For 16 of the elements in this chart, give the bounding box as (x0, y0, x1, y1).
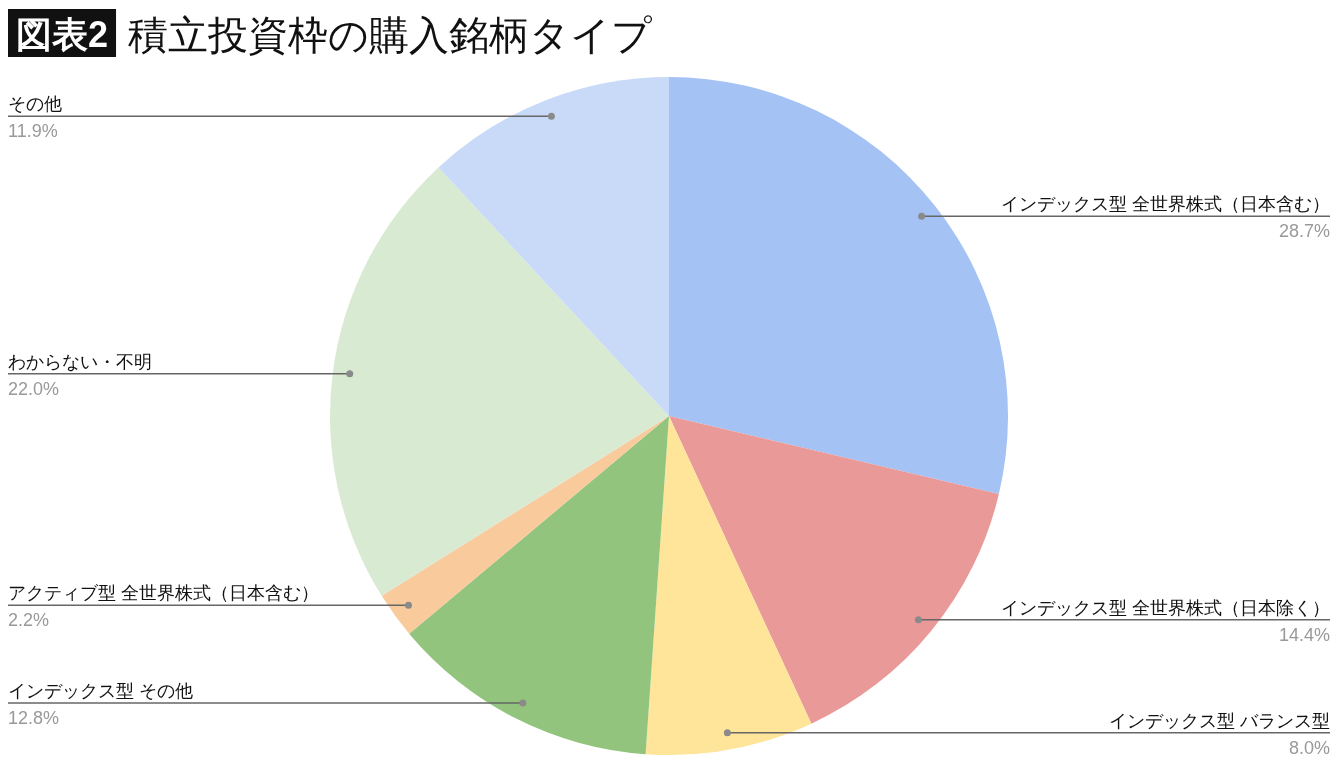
data-label: 11.9% (8, 121, 58, 142)
slice-label: インデックス型 全世界株式（日本除く） (1000, 597, 1330, 618)
slice-label: インデックス型 その他 (8, 680, 194, 701)
data-label: 28.7% (1278, 221, 1330, 242)
data-label: 12.8% (8, 707, 60, 728)
figure-badge: 図表2 (8, 9, 117, 57)
slice-label: インデックス型 全世界株式（日本含む） (1000, 194, 1330, 215)
data-label: 14.4% (1278, 624, 1330, 645)
slice-label: アクティブ型 全世界株式（日本含む） (8, 583, 320, 604)
data-label: 2.2% (8, 610, 50, 631)
data-label: 22.0% (8, 378, 60, 399)
slice-label: インデックス型 バランス型 (1108, 710, 1330, 731)
slice-label: わからない・不明 (8, 351, 152, 372)
data-label: 8.0% (1288, 737, 1330, 758)
chart-title: 積立投資枠の購入銘柄タイプ (128, 13, 654, 57)
slice-label: その他 (8, 94, 62, 115)
